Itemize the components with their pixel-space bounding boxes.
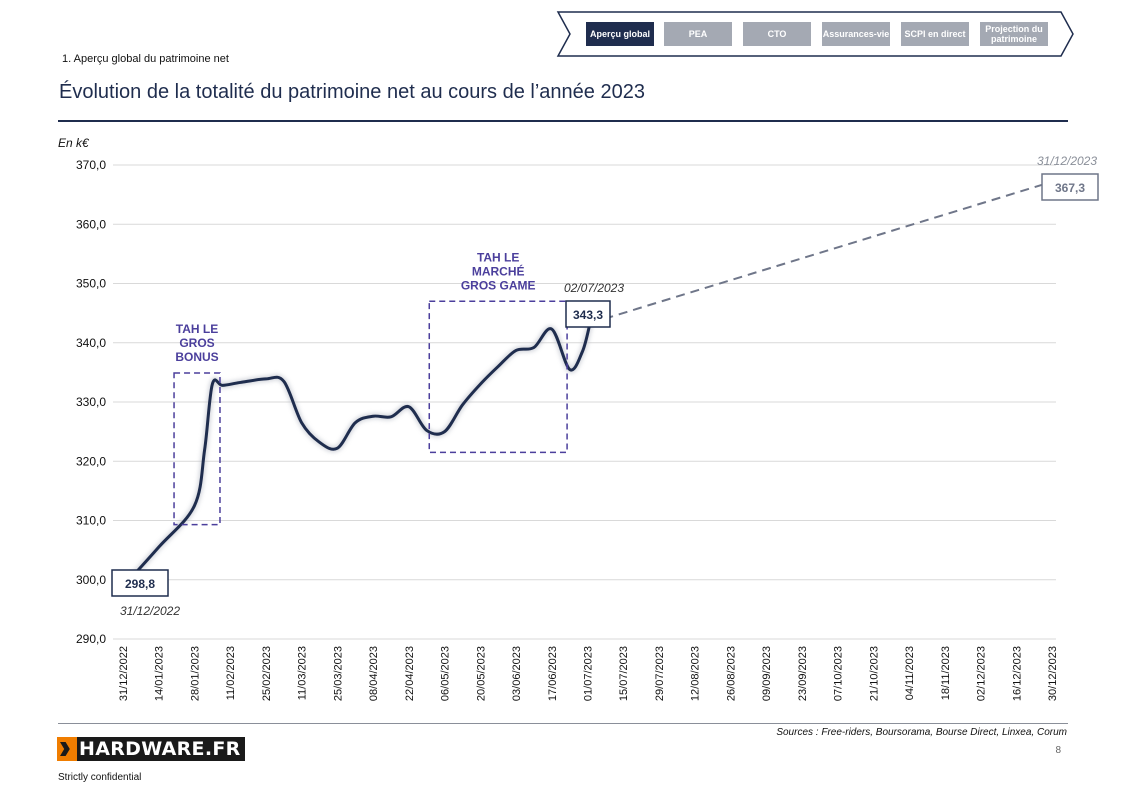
x-tick-label: 08/04/2023	[368, 646, 380, 701]
footer-divider	[58, 723, 1068, 724]
projection-line	[589, 182, 1048, 325]
x-tick-label: 31/12/2022	[118, 646, 130, 701]
x-tick-label: 25/03/2023	[332, 646, 344, 701]
x-tick-label: 30/12/2023	[1047, 646, 1059, 701]
annotation-label: GROS GAME	[461, 278, 536, 292]
x-tick-label: 12/08/2023	[690, 646, 702, 701]
x-tick-label: 04/11/2023	[904, 646, 916, 700]
x-tick-label: 29/07/2023	[654, 646, 666, 701]
annotation-box	[428, 300, 568, 454]
tab-scpi-en-direct[interactable]: SCPI en direct	[901, 22, 969, 46]
x-tick-label: 28/01/2023	[189, 646, 201, 701]
start-date-label: 31/12/2022	[120, 604, 180, 618]
hardware-fr-logo: HARDWARE.FR	[57, 737, 245, 761]
x-tick-label: 01/07/2023	[583, 646, 595, 701]
sources-note: Sources : Free-riders, Boursorama, Bours…	[776, 727, 1067, 738]
x-tick-label: 09/09/2023	[761, 646, 773, 701]
y-axis-unit-label: En k€	[58, 136, 90, 150]
net-worth-line	[121, 321, 592, 589]
title-divider	[58, 120, 1068, 122]
x-tick-label: 02/12/2023	[976, 646, 988, 701]
annotation-box	[173, 372, 221, 526]
projected-date-label: 31/12/2023	[1037, 154, 1097, 168]
tab-pea[interactable]: PEA	[664, 22, 732, 46]
current-date-label: 02/07/2023	[564, 281, 624, 295]
x-tick-label: 15/07/2023	[618, 646, 630, 701]
x-tick-label: 16/12/2023	[1011, 646, 1023, 701]
x-tick-label: 14/01/2023	[154, 646, 166, 701]
y-tick-label: 370,0	[76, 158, 106, 172]
x-tick-label: 11/02/2023	[225, 646, 237, 700]
x-tick-label: 17/06/2023	[547, 646, 559, 701]
x-tick-label: 23/09/2023	[797, 646, 809, 701]
x-tick-label: 06/05/2023	[440, 646, 452, 701]
projected-value-label: 367,3	[1055, 181, 1085, 195]
x-tick-label: 07/10/2023	[833, 646, 845, 701]
page-title: Évolution de la totalité du patrimoine n…	[59, 81, 645, 103]
annotation-label: TAH LE	[477, 250, 519, 264]
y-tick-label: 350,0	[76, 277, 106, 291]
confidentiality-note: Strictly confidential	[58, 772, 142, 783]
y-tick-label: 360,0	[76, 217, 106, 231]
y-tick-label: 300,0	[76, 573, 106, 587]
x-tick-label: 25/02/2023	[261, 646, 273, 701]
start-value-box	[111, 569, 169, 597]
tab-cto[interactable]: CTO	[743, 22, 811, 46]
y-tick-label: 330,0	[76, 395, 106, 409]
x-tick-label: 18/11/2023	[940, 646, 952, 700]
x-tick-label: 11/03/2023	[297, 646, 309, 700]
logo-text: HARDWARE.FR	[79, 738, 241, 760]
annotation-label: BONUS	[175, 350, 218, 364]
x-tick-label: 26/08/2023	[725, 646, 737, 701]
logo-mark-icon	[57, 737, 77, 761]
page-number: 8	[1055, 745, 1061, 756]
tab-projection-du-patrimoine[interactable]: Projection du patrimoine	[980, 22, 1048, 46]
projected-value-box	[1041, 173, 1099, 201]
y-tick-label: 290,0	[76, 632, 106, 646]
y-tick-label: 320,0	[76, 454, 106, 468]
x-tick-label: 21/10/2023	[868, 646, 880, 701]
y-tick-label: 340,0	[76, 336, 106, 350]
annotation-label: TAH LE	[176, 322, 218, 336]
y-tick-label: 310,0	[76, 514, 106, 528]
start-value-label: 298,8	[125, 577, 155, 591]
section-navigation: Aperçu global PEA CTO Assurances-vie SCP…	[556, 11, 1075, 57]
section-label: 1. Aperçu global du patrimoine net	[62, 53, 229, 65]
current-value-box	[565, 300, 611, 328]
annotation-label: MARCHÉ	[472, 263, 525, 278]
tab-apercu-global[interactable]: Aperçu global	[586, 22, 654, 46]
x-tick-label: 03/06/2023	[511, 646, 523, 701]
tab-assurances-vie[interactable]: Assurances-vie	[822, 22, 890, 46]
x-tick-label: 22/04/2023	[404, 646, 416, 701]
x-tick-label: 20/05/2023	[475, 646, 487, 701]
annotation-label: GROS	[179, 336, 214, 350]
current-value-label: 343,3	[573, 308, 603, 322]
